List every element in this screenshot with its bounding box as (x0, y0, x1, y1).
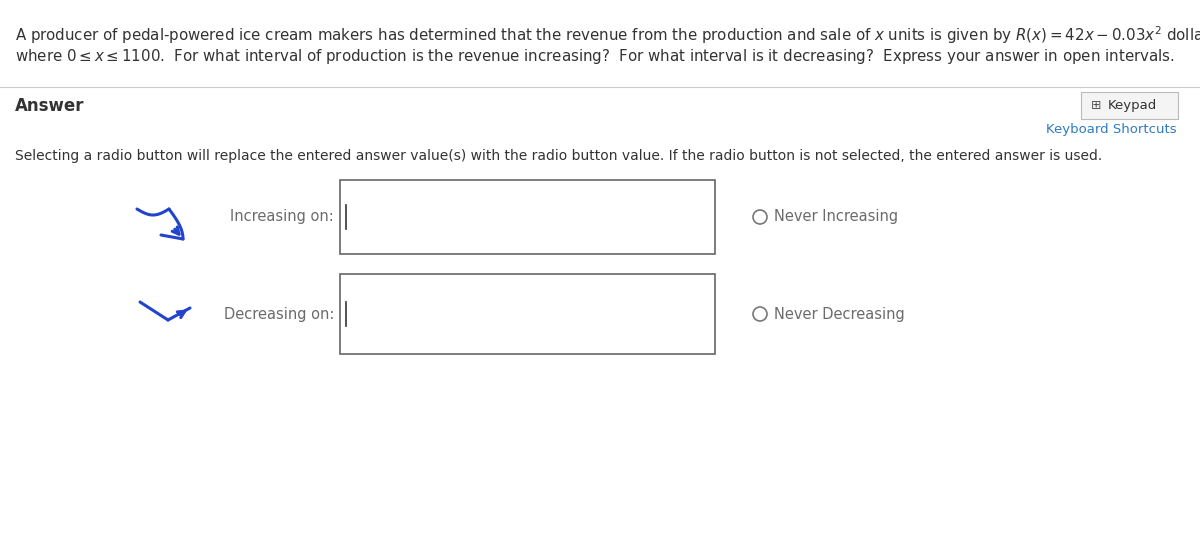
Text: Keypad: Keypad (1108, 99, 1157, 112)
Text: Increasing on:: Increasing on: (230, 210, 334, 224)
Circle shape (754, 210, 767, 224)
Bar (340, 274, 715, 354)
Text: A producer of pedal-powered ice cream makers has determined that the revenue fro: A producer of pedal-powered ice cream ma… (14, 24, 1200, 46)
Text: Never Increasing: Never Increasing (774, 210, 898, 224)
Text: Never Decreasing: Never Decreasing (774, 306, 905, 321)
FancyBboxPatch shape (1081, 92, 1178, 119)
Text: Decreasing on:: Decreasing on: (223, 306, 334, 321)
Text: ⊞: ⊞ (1091, 99, 1102, 112)
Text: where $0 \leq x \leq 1100$.  For what interval of production is the revenue incr: where $0 \leq x \leq 1100$. For what int… (14, 47, 1175, 66)
Text: Selecting a radio button will replace the entered answer value(s) with the radio: Selecting a radio button will replace th… (14, 149, 1103, 163)
Text: Keyboard Shortcuts: Keyboard Shortcuts (1046, 123, 1177, 136)
Circle shape (754, 307, 767, 321)
Bar (340, 180, 715, 254)
Text: Answer: Answer (14, 97, 84, 115)
